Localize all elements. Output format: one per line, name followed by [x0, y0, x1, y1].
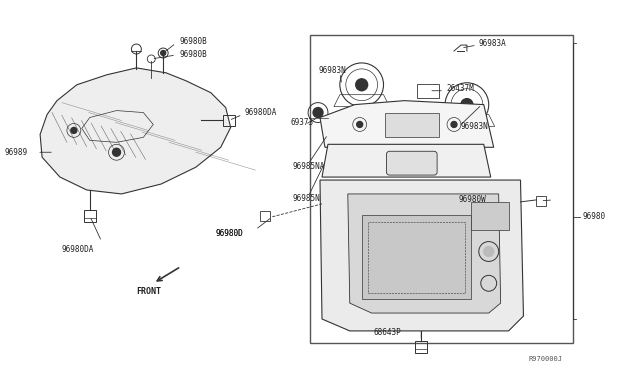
Polygon shape	[348, 194, 500, 313]
FancyBboxPatch shape	[387, 151, 437, 175]
Bar	[84, 210, 96, 222]
Polygon shape	[320, 180, 524, 331]
Bar	[415, 341, 427, 353]
Bar	[223, 115, 235, 126]
Text: FRONT: FRONT	[136, 287, 161, 296]
Circle shape	[356, 79, 367, 91]
Text: 96980D: 96980D	[216, 229, 244, 238]
Text: 96980W: 96980W	[459, 195, 486, 204]
Circle shape	[356, 122, 363, 128]
Polygon shape	[320, 101, 493, 147]
Bar	[362, 215, 471, 299]
Circle shape	[484, 247, 493, 256]
Bar	[471, 202, 509, 230]
Circle shape	[161, 51, 166, 55]
Circle shape	[113, 148, 120, 156]
Circle shape	[71, 128, 77, 134]
Circle shape	[461, 99, 473, 110]
Text: R970000J: R970000J	[529, 356, 563, 362]
Polygon shape	[322, 144, 491, 177]
Polygon shape	[40, 68, 230, 194]
Text: 96980D: 96980D	[216, 229, 244, 238]
Bar	[310, 35, 573, 343]
Bar	[385, 113, 439, 137]
Circle shape	[313, 108, 323, 118]
Text: 96989: 96989	[4, 148, 28, 157]
Text: 96980DA: 96980DA	[244, 108, 277, 117]
Text: 96983N: 96983N	[318, 66, 346, 76]
Text: 96983N: 96983N	[461, 122, 489, 131]
Bar	[367, 222, 465, 293]
Bar	[260, 211, 270, 221]
Text: 96980B: 96980B	[179, 51, 207, 60]
Bar	[536, 196, 547, 206]
Text: 96980: 96980	[582, 212, 605, 221]
Text: 96983A: 96983A	[479, 39, 506, 48]
Circle shape	[451, 122, 457, 128]
Text: 96985NA: 96985NA	[292, 162, 324, 171]
Text: 26437M: 26437M	[446, 84, 474, 93]
Text: 96980B: 96980B	[179, 36, 207, 46]
Bar	[417, 84, 439, 98]
Text: 69373: 69373	[290, 118, 314, 127]
Text: 96985N: 96985N	[292, 195, 320, 203]
Text: 96980DA: 96980DA	[62, 245, 94, 254]
Text: 68643P: 68643P	[374, 328, 401, 337]
